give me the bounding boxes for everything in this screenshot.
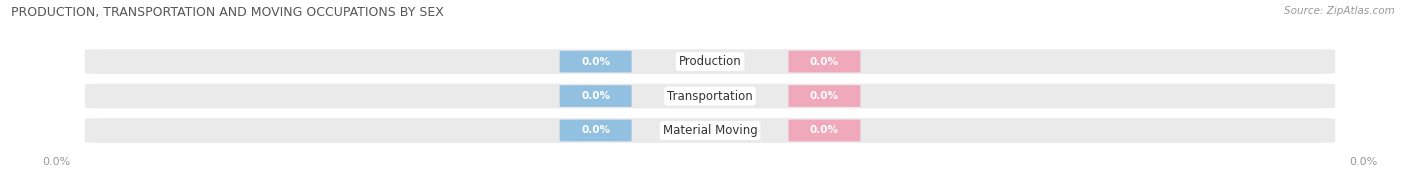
FancyBboxPatch shape xyxy=(84,49,1336,74)
FancyBboxPatch shape xyxy=(789,51,860,73)
Text: 0.0%: 0.0% xyxy=(810,57,839,67)
Text: 0.0%: 0.0% xyxy=(810,91,839,101)
Text: 0.0%: 0.0% xyxy=(581,125,610,135)
Text: 0.0%: 0.0% xyxy=(810,125,839,135)
FancyBboxPatch shape xyxy=(560,51,631,73)
Text: Material Moving: Material Moving xyxy=(662,124,758,137)
FancyBboxPatch shape xyxy=(84,118,1336,143)
Text: 0.0%: 0.0% xyxy=(581,57,610,67)
Text: Source: ZipAtlas.com: Source: ZipAtlas.com xyxy=(1284,6,1395,16)
FancyBboxPatch shape xyxy=(560,85,631,107)
FancyBboxPatch shape xyxy=(789,85,860,107)
Text: PRODUCTION, TRANSPORTATION AND MOVING OCCUPATIONS BY SEX: PRODUCTION, TRANSPORTATION AND MOVING OC… xyxy=(11,6,444,19)
Text: Production: Production xyxy=(679,55,741,68)
Text: Transportation: Transportation xyxy=(668,90,752,103)
Text: 0.0%: 0.0% xyxy=(581,91,610,101)
FancyBboxPatch shape xyxy=(84,84,1336,108)
FancyBboxPatch shape xyxy=(789,120,860,141)
FancyBboxPatch shape xyxy=(560,120,631,141)
